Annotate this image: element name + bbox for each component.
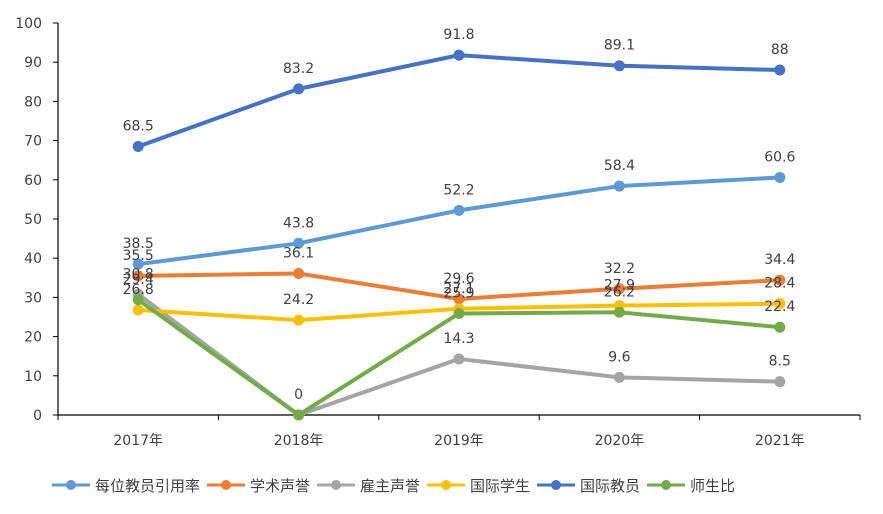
- data-point: [132, 304, 144, 316]
- legend-swatch-marker: [66, 480, 76, 490]
- data-label: 27.9: [604, 278, 635, 294]
- data-point: [774, 171, 786, 183]
- y-tick-label: 70: [24, 134, 42, 150]
- data-label: 38.5: [123, 236, 154, 252]
- data-point: [613, 180, 625, 192]
- data-point: [453, 307, 465, 319]
- data-point: [293, 237, 305, 249]
- data-label: 43.8: [283, 215, 314, 231]
- data-label: 52.2: [443, 182, 474, 198]
- data-label: 60.6: [764, 149, 795, 165]
- data-label: 29.4: [123, 272, 154, 288]
- legend-label: 国际学生: [470, 477, 530, 495]
- data-label: 30.8: [123, 266, 154, 282]
- legend: 每位教员引用率 学术声誉 雇主声誉 国际学生 国际教员 师生比: [52, 477, 735, 495]
- y-tick-label: 100: [15, 16, 42, 32]
- data-point: [613, 306, 625, 318]
- data-label: 68.5: [123, 118, 154, 134]
- data-point: [613, 283, 625, 295]
- data-label: 0: [294, 387, 303, 403]
- data-point: [453, 49, 465, 61]
- data-label: 88: [771, 42, 789, 58]
- data-point: [293, 83, 305, 95]
- data-point: [293, 267, 305, 279]
- data-label: 91.8: [443, 27, 474, 43]
- x-axis: 2017年 2018年 2019年 2020年 2021年: [57, 414, 861, 449]
- data-label: 36.1: [283, 245, 314, 261]
- legend-swatch-marker: [441, 480, 451, 490]
- data-label: 35.5: [123, 248, 154, 264]
- data-point: [293, 314, 305, 326]
- data-point: [132, 258, 144, 270]
- data-label: 14.3: [443, 331, 474, 347]
- data-label: 26.2: [604, 284, 635, 300]
- data-point: [132, 270, 144, 282]
- y-tick-label: 0: [33, 408, 42, 424]
- data-labels: 68.5 83.2 91.8 89.1 88 38.5 43.8 52.2 58.4 60.6 35…: [123, 27, 796, 403]
- data-label: 9.6: [608, 349, 630, 365]
- data-point: [774, 321, 786, 333]
- y-tick-label: 60: [24, 173, 42, 189]
- legend-label: 师生比: [690, 477, 735, 495]
- data-point: [453, 293, 465, 305]
- data-point: [453, 353, 465, 365]
- data-point: [132, 294, 144, 306]
- y-tick-label: 30: [24, 290, 42, 306]
- data-point: [453, 204, 465, 216]
- x-tick-label: 2020年: [595, 433, 645, 449]
- legend-swatch-marker: [221, 480, 231, 490]
- x-tick-label: 2021年: [755, 433, 805, 449]
- data-point: [774, 298, 786, 310]
- y-tick-label: 10: [24, 369, 42, 385]
- data-label: 26.8: [123, 282, 154, 298]
- data-point: [774, 274, 786, 286]
- y-axis: 0 10 20 30 40 50 60 70 80 90 100: [15, 16, 59, 424]
- legend-swatch-marker: [551, 480, 561, 490]
- y-tick-label: 80: [24, 94, 42, 110]
- data-label: 27.1: [443, 281, 474, 297]
- x-tick-label: 2018年: [274, 433, 324, 449]
- series-line-4: [136, 53, 782, 149]
- data-point: [132, 140, 144, 152]
- data-label: 58.4: [604, 158, 635, 174]
- y-tick-label: 20: [24, 330, 42, 346]
- data-label: 22.4: [764, 299, 795, 315]
- legend-label: 每位教员引用率: [95, 477, 200, 495]
- legend-label: 雇主声誉: [360, 477, 420, 495]
- data-point: [774, 64, 786, 76]
- x-tick-label: 2017年: [113, 433, 163, 449]
- legend-swatch-marker: [661, 480, 671, 490]
- legend-label: 学术声誉: [250, 477, 310, 495]
- legend-label: 国际教员: [580, 477, 640, 495]
- data-point: [613, 60, 625, 72]
- data-point: [293, 409, 305, 421]
- data-point: [774, 376, 786, 388]
- x-tick-label: 2019年: [434, 433, 484, 449]
- data-label: 24.2: [283, 292, 314, 308]
- y-tick-label: 50: [24, 212, 42, 228]
- data-label: 89.1: [604, 38, 635, 54]
- data-label: 28.4: [764, 276, 795, 292]
- data-point: [613, 371, 625, 383]
- data-label: 8.5: [769, 354, 791, 370]
- data-label: 29.6: [443, 271, 474, 287]
- legend-swatch-marker: [331, 480, 341, 490]
- data-label: 83.2: [283, 61, 314, 77]
- y-tick-label: 40: [24, 251, 42, 267]
- data-label: 25.9: [443, 285, 474, 301]
- data-label: 34.4: [764, 252, 795, 268]
- data-label: 32.2: [604, 261, 635, 277]
- y-tick-label: 90: [24, 55, 42, 71]
- series-points: [132, 49, 786, 421]
